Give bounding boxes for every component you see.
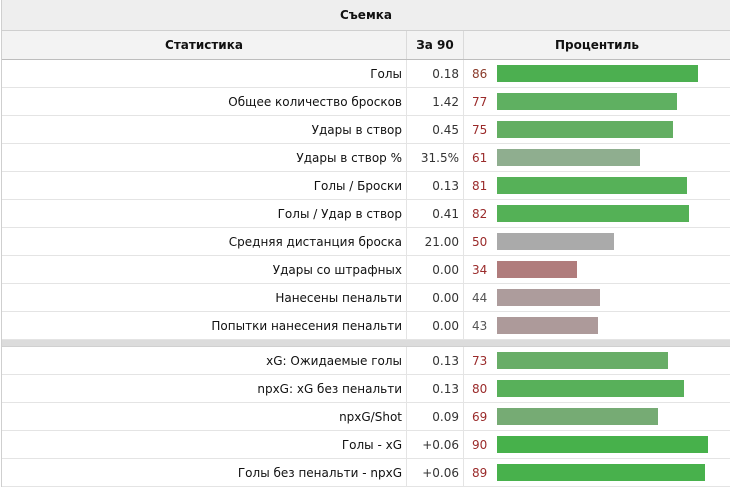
percentile-cell: 73 <box>464 347 730 374</box>
stat-name[interactable]: xG: Ожидаемые голы <box>2 347 407 374</box>
stat-group-expected: xG: Ожидаемые голы 0.13 73 npxG: xG без пен… <box>2 347 730 487</box>
percentile-cell: 50 <box>464 228 730 255</box>
percentile-cell: 81 <box>464 172 730 199</box>
percentile-bar <box>497 317 598 334</box>
per90-value: 0.13 <box>407 172 464 199</box>
stat-name[interactable]: Общее количество бросков <box>2 88 407 115</box>
stat-group-shooting: Голы 0.18 86 Общее количество бросков 1.42 77… <box>2 60 730 340</box>
stat-name[interactable]: Удары в створ % <box>2 144 407 171</box>
per90-value: 0.09 <box>407 403 464 430</box>
percentile-bar <box>497 464 705 481</box>
stat-name[interactable]: Удары в створ <box>2 116 407 143</box>
percentile-bar <box>497 121 673 138</box>
table-row: Голы / Удар в створ 0.41 82 <box>2 200 730 228</box>
percentile-cell: 86 <box>464 60 730 87</box>
percentile-cell: 82 <box>464 200 730 227</box>
per90-value: 31.5% <box>407 144 464 171</box>
header-per90[interactable]: За 90 <box>407 31 464 59</box>
stat-name[interactable]: Попытки нанесения пенальти <box>2 312 407 339</box>
stat-name[interactable]: Нанесены пенальти <box>2 284 407 311</box>
percentile-value: 80 <box>472 381 488 396</box>
table-row: npxG/Shot 0.09 69 <box>2 403 730 431</box>
percentile-cell: 77 <box>464 88 730 115</box>
percentile-cell: 89 <box>464 459 730 486</box>
table-row: Средняя дистанция броска 21.00 50 <box>2 228 730 256</box>
header-percentile[interactable]: Процентиль <box>555 38 639 52</box>
per90-value: 0.41 <box>407 200 464 227</box>
per90-value: 0.45 <box>407 116 464 143</box>
percentile-cell: 75 <box>464 116 730 143</box>
percentile-cell: 90 <box>464 431 730 458</box>
per90-value: 0.13 <box>407 347 464 374</box>
percentile-value: 77 <box>472 94 488 109</box>
table-row: Удары в створ % 31.5% 61 <box>2 144 730 172</box>
table-row: Попытки нанесения пенальти 0.00 43 <box>2 312 730 340</box>
percentile-cell: 69 <box>464 403 730 430</box>
stat-name[interactable]: Голы - xG <box>2 431 407 458</box>
percentile-bar <box>497 205 689 222</box>
percentile-bar <box>497 233 614 250</box>
stat-name[interactable]: Голы без пенальти - npxG <box>2 459 407 486</box>
percentile-value: 75 <box>472 122 488 137</box>
percentile-value: 50 <box>472 234 488 249</box>
per90-value: 0.00 <box>407 256 464 283</box>
percentile-bar <box>497 352 668 369</box>
table-header: Статистика За 90 Процентиль <box>2 31 730 60</box>
percentile-cell: 80 <box>464 375 730 402</box>
per90-value: 1.42 <box>407 88 464 115</box>
percentile-value: 34 <box>472 262 488 277</box>
percentile-cell: 44 <box>464 284 730 311</box>
stat-name[interactable]: npxG/Shot <box>2 403 407 430</box>
table-row: npxG: xG без пенальти 0.13 80 <box>2 375 730 403</box>
percentile-value: 89 <box>472 465 488 480</box>
stat-name[interactable]: Голы / Броски <box>2 172 407 199</box>
percentile-bar <box>497 149 640 166</box>
group-separator <box>2 340 730 347</box>
table-title: Съемка <box>2 0 730 31</box>
table-row: Голы - xG +0.06 90 <box>2 431 730 459</box>
table-row: xG: Ожидаемые голы 0.13 73 <box>2 347 730 375</box>
percentile-value: 73 <box>472 353 488 368</box>
table-row: Голы 0.18 86 <box>2 60 730 88</box>
table-row: Голы без пенальти - npxG +0.06 89 <box>2 459 730 487</box>
percentile-value: 69 <box>472 409 488 424</box>
per90-value: 0.18 <box>407 60 464 87</box>
stat-name[interactable]: Удары со штрафных <box>2 256 407 283</box>
percentile-value: 86 <box>472 66 488 81</box>
per90-value: +0.06 <box>407 431 464 458</box>
stat-name[interactable]: Голы <box>2 60 407 87</box>
percentile-value: 82 <box>472 206 488 221</box>
table-row: Голы / Броски 0.13 81 <box>2 172 730 200</box>
per90-value: 0.00 <box>407 312 464 339</box>
percentile-bar <box>497 380 684 397</box>
stat-name[interactable]: Голы / Удар в створ <box>2 200 407 227</box>
percentile-bar <box>497 436 708 453</box>
percentile-bar <box>497 65 698 82</box>
percentile-value: 81 <box>472 178 488 193</box>
percentile-value: 44 <box>472 290 488 305</box>
percentile-bar <box>497 177 687 194</box>
percentile-bar <box>497 261 577 278</box>
percentile-value: 90 <box>472 437 488 452</box>
table-row: Удары со штрафных 0.00 34 <box>2 256 730 284</box>
per90-value: 21.00 <box>407 228 464 255</box>
header-statistic[interactable]: Статистика <box>2 31 407 59</box>
percentile-value: 61 <box>472 150 488 165</box>
per90-value: +0.06 <box>407 459 464 486</box>
percentile-value: 43 <box>472 318 488 333</box>
percentile-bar <box>497 408 658 425</box>
table-row: Общее количество бросков 1.42 77 <box>2 88 730 116</box>
stat-name[interactable]: Средняя дистанция броска <box>2 228 407 255</box>
percentile-cell: 61 <box>464 144 730 171</box>
percentile-cell: 34 <box>464 256 730 283</box>
percentile-bar <box>497 289 600 306</box>
percentile-bar <box>497 93 677 110</box>
per90-value: 0.13 <box>407 375 464 402</box>
percentile-cell: 43 <box>464 312 730 339</box>
per90-value: 0.00 <box>407 284 464 311</box>
table-row: Нанесены пенальти 0.00 44 <box>2 284 730 312</box>
table-row: Удары в створ 0.45 75 <box>2 116 730 144</box>
stat-name[interactable]: npxG: xG без пенальти <box>2 375 407 402</box>
